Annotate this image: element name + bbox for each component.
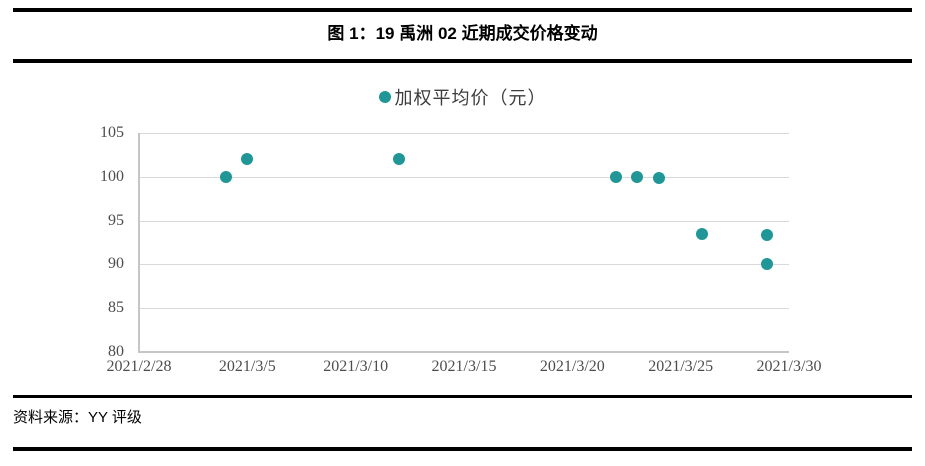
data-point bbox=[631, 170, 644, 183]
x-tick-label: 2021/3/25 bbox=[648, 358, 714, 375]
data-point bbox=[653, 171, 665, 184]
data-point bbox=[761, 228, 774, 241]
plot-area: 80 85 90 95 100 105 2021/2/28 2021/3/5 2021/3/10… bbox=[100, 124, 821, 375]
y-tick-label: 95 bbox=[108, 211, 124, 229]
chart-legend: 加权平均价（元） bbox=[378, 84, 547, 110]
bottom-rule bbox=[13, 447, 912, 451]
title-divider-rule bbox=[13, 59, 912, 63]
y-axis-line bbox=[138, 133, 140, 353]
gridline bbox=[139, 308, 789, 310]
x-tick-label: 2021/3/15 bbox=[431, 358, 497, 375]
data-point bbox=[219, 170, 232, 183]
y-tick-label: 90 bbox=[108, 255, 124, 273]
x-tick-label: 2021/3/30 bbox=[756, 358, 822, 375]
legend-marker-icon bbox=[378, 91, 391, 103]
x-tick-label: 2021/3/5 bbox=[218, 358, 276, 375]
data-point bbox=[696, 227, 709, 240]
y-tick-label: 105 bbox=[100, 124, 124, 141]
data-point bbox=[609, 170, 622, 183]
x-tick-label: 2021/3/20 bbox=[539, 358, 605, 375]
legend-label: 加权平均价（元） bbox=[394, 88, 547, 109]
gridline bbox=[139, 176, 789, 178]
gridline bbox=[139, 264, 789, 266]
source-note: 资料来源：YY 评级 bbox=[13, 409, 142, 426]
y-tick-label: 80 bbox=[108, 343, 124, 360]
gridline bbox=[139, 220, 789, 222]
source-divider-rule bbox=[13, 395, 912, 398]
figure-title: 图 1：19 禹洲 02 近期成交价格变动 bbox=[327, 24, 598, 43]
x-axis-line bbox=[139, 351, 789, 353]
data-point bbox=[393, 153, 405, 166]
x-tick-label: 2021/2/28 bbox=[106, 358, 172, 375]
top-rule bbox=[13, 8, 912, 12]
data-point bbox=[761, 257, 774, 270]
gridline bbox=[139, 133, 789, 134]
x-tick-label: 2021/3/10 bbox=[323, 358, 389, 375]
data-point bbox=[241, 153, 254, 166]
y-tick-label: 85 bbox=[108, 299, 124, 317]
y-tick-label: 100 bbox=[100, 167, 124, 185]
